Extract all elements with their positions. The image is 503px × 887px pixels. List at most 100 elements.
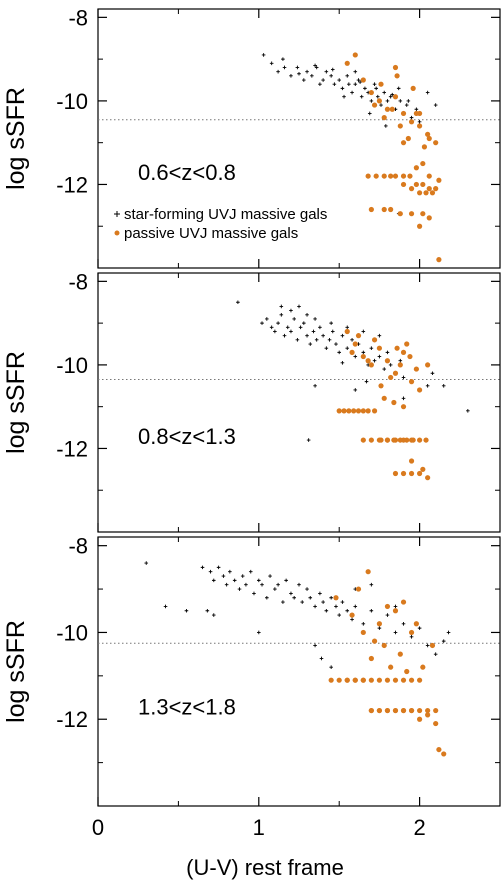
star-forming-point (358, 80, 362, 84)
star-forming-point (281, 600, 285, 604)
star-forming-point (327, 338, 332, 342)
passive-point (417, 110, 423, 117)
passive-point (425, 712, 431, 718)
passive-point (349, 349, 355, 355)
star-forming-point (404, 103, 409, 107)
star-forming-point (289, 308, 293, 313)
star-forming-point (340, 86, 345, 91)
star-forming-point (388, 363, 393, 367)
passive-point (436, 746, 442, 753)
legend-label-star-forming: star-forming UVJ massive gals (124, 206, 327, 223)
passive-point (371, 102, 378, 108)
star-forming-point (205, 608, 210, 613)
star-forming-point (269, 61, 274, 66)
y-tick-label: -10 (56, 620, 88, 645)
passive-point (392, 370, 399, 376)
passive-point (408, 437, 415, 443)
passive-point (408, 707, 415, 714)
star-forming-point (388, 94, 393, 99)
star-forming-point (144, 561, 149, 565)
star-forming-point (345, 74, 350, 78)
panel-2: -8 -10 -12 log sSFR 0.8<z<1.3 (2, 269, 501, 533)
star-forming-point (385, 350, 390, 355)
star-forming-point (208, 569, 213, 574)
star-forming-point (313, 604, 317, 609)
star-forming-point (273, 329, 277, 334)
y-axis-label: log sSFR (2, 87, 30, 190)
passive-point (346, 408, 352, 414)
star-forming-point (305, 587, 309, 591)
legend-marker-passive (114, 230, 120, 236)
star-forming-point (396, 86, 401, 91)
y-tick-label: -12 (56, 172, 88, 197)
passive-point (352, 52, 358, 58)
star-forming-point (372, 82, 377, 86)
passive-point (408, 211, 415, 217)
passive-point (384, 677, 391, 683)
passive-point (376, 98, 382, 104)
passive-point (376, 707, 382, 714)
x-tick-label: 0 (92, 815, 104, 840)
passive-point (368, 89, 374, 96)
star-forming-point (308, 595, 313, 600)
star-forming-point (350, 338, 354, 342)
y-tick-label: -8 (68, 534, 88, 559)
star-forming-point (382, 367, 387, 371)
star-forming-point (409, 634, 414, 639)
panel-1: -8 -10 -12 log sSFR 0.6<z<0.8 (2, 5, 501, 269)
passive-point (407, 173, 413, 179)
passive-point (355, 333, 362, 339)
star-forming-point (367, 111, 372, 116)
star-forming-point (321, 78, 325, 82)
star-forming-point (374, 86, 378, 91)
star-forming-point (282, 333, 287, 338)
star-forming-point (393, 604, 398, 609)
passive-point (429, 642, 436, 649)
passive-point (420, 160, 426, 167)
star-forming-point (385, 99, 390, 103)
star-forming-point (318, 591, 322, 596)
plot-frame (97, 8, 501, 269)
passive-point (336, 677, 342, 683)
star-forming-point (318, 325, 322, 330)
passive-point (404, 341, 410, 347)
star-forming-point (369, 582, 374, 587)
panel-3: -8 -10 -12 log sSFR 1.3<z<1.8 (2, 534, 501, 807)
star-forming-point (281, 57, 285, 61)
passive-point (413, 181, 419, 188)
star-forming-point (377, 333, 382, 338)
star-forming-point (353, 604, 358, 609)
star-forming-point (308, 342, 313, 346)
passive-point (371, 638, 378, 644)
star-forming-point (284, 578, 288, 583)
star-forming-point (297, 71, 301, 76)
y-axis-label: log sSFR (2, 351, 30, 454)
passive-point (388, 173, 394, 179)
passive-point (400, 470, 407, 477)
passive-point (408, 470, 415, 477)
passive-point (405, 135, 411, 142)
star-forming-point (292, 595, 296, 600)
passive-point (365, 173, 371, 179)
passive-point (407, 353, 413, 360)
star-forming-point (398, 358, 403, 363)
passive-point (413, 621, 419, 627)
star-forming-point (345, 325, 350, 330)
star-forming-point (361, 621, 366, 626)
passive-point (404, 668, 410, 675)
panels: -8 -10 -12 log sSFR 0.6<z<0.8 -8 -10 -12 log sSF… (2, 5, 501, 840)
passive-point (381, 395, 387, 401)
star-forming-point (353, 69, 358, 74)
star-forming-point (313, 317, 317, 321)
star-forming-point (221, 574, 226, 578)
star-forming-point (393, 630, 398, 635)
star-forming-point (433, 103, 438, 107)
plot-frame (97, 272, 501, 533)
passive-point (421, 144, 428, 150)
star-forming-point (382, 90, 387, 95)
star-forming-point (334, 342, 338, 346)
star-forming-point (340, 333, 345, 338)
star-forming-point (252, 591, 256, 596)
passive-point (394, 345, 400, 351)
